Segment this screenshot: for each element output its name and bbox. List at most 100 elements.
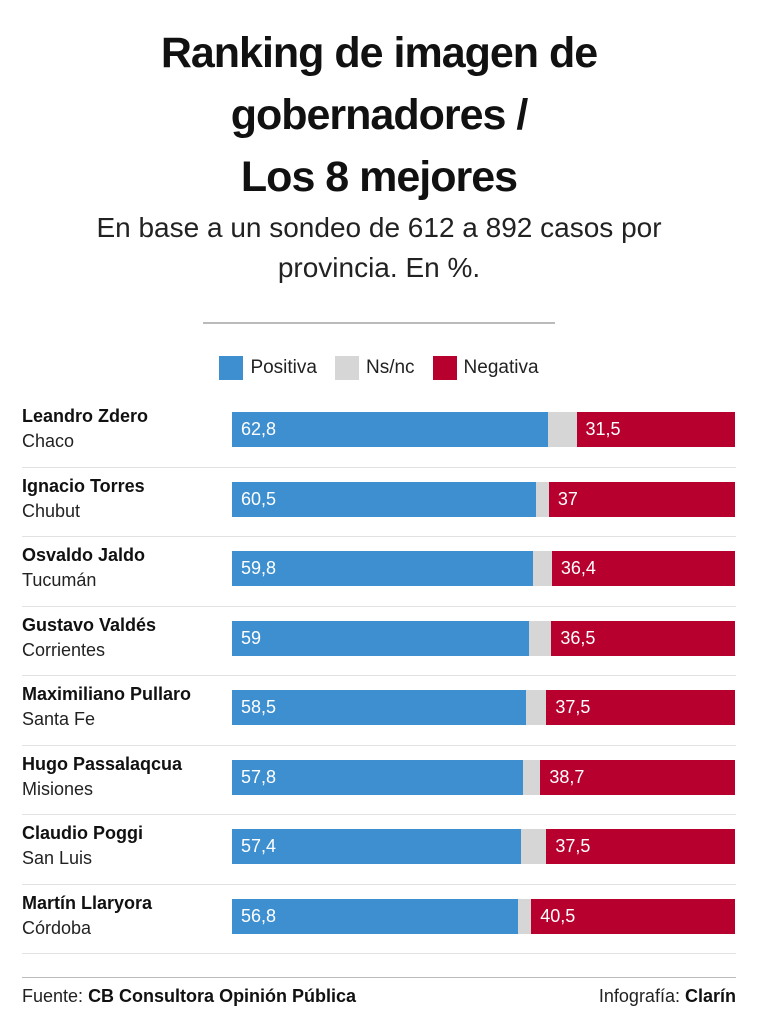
province-name: San Luis [22, 848, 93, 868]
chart-title: Ranking de imagen de gobernadores / Los … [0, 22, 758, 208]
bar-segment-negativa: 37,5 [546, 829, 735, 864]
bar-segment-negativa: 36,5 [551, 620, 735, 656]
stacked-bar: 59,8 36,4 [232, 551, 735, 586]
province-name: Córdoba [22, 917, 92, 938]
data-label-negativa: 36,4 [560, 558, 596, 578]
credit-prefix: Infografía: [598, 986, 680, 1006]
legend-item-negativa: Negativa [432, 356, 539, 380]
governor-name: Hugo Passalaqcua [22, 753, 183, 774]
data-label-negativa: 38,7 [549, 766, 585, 787]
bar-segment-positiva: 56,8 [232, 898, 518, 934]
bar-segment-positiva: 57,4 [232, 829, 521, 864]
bar-segment-negativa: 36,4 [551, 551, 735, 586]
row-divider [22, 536, 736, 537]
stacked-bar: 57,8 38,7 [232, 759, 735, 795]
bar-segment-positiva: 59 [232, 620, 529, 656]
data-label-positiva: 59 [241, 627, 262, 648]
chart-row: Claudio Poggi San Luis 57,4 37,5 [0, 815, 758, 885]
bar-segment-positiva: 59,8 [232, 551, 533, 586]
bar-segment-nsnc [532, 551, 552, 586]
stacked-bar: 57,4 37,5 [232, 829, 735, 864]
province-name: Misiones [22, 778, 94, 799]
title-divider [203, 322, 555, 324]
footer: Fuente: CB Consultora Opinión Pública In… [22, 986, 736, 1007]
footer-source: Fuente: CB Consultora Opinión Pública [22, 986, 356, 1007]
bar-segment-nsnc [520, 829, 547, 864]
data-label-positiva: 60,5 [241, 488, 277, 509]
bar-segment-nsnc [547, 412, 577, 447]
province-name: Chaco [22, 431, 75, 451]
legend-label-negativa: Negativa [463, 357, 539, 378]
bar-segment-negativa: 37 [548, 481, 735, 517]
legend-item-nsnc: Ns/nc [334, 356, 415, 380]
bar-segment-negativa: 40,5 [531, 898, 735, 934]
bar-segment-nsnc [528, 620, 552, 656]
governor-name: Leandro Zdero [22, 406, 149, 426]
legend-item-positiva: Positiva [219, 356, 317, 380]
source-prefix: Fuente: [22, 986, 84, 1006]
province-name: Corrientes [22, 639, 106, 660]
data-label-negativa: 37,5 [555, 836, 591, 856]
subtitle-line-2: provincia. En %. [277, 252, 481, 283]
data-label-negativa: 37,5 [555, 697, 591, 717]
chart-row: Osvaldo Jaldo Tucumán 59,8 36,4 [0, 537, 758, 607]
legend-swatch-positiva [219, 356, 244, 380]
data-label-negativa: 40,5 [540, 905, 576, 926]
chart-row: Martín Llaryora Córdoba 56,8 40,5 [0, 885, 758, 954]
data-label-positiva: 58,5 [241, 697, 277, 717]
row-divider [22, 814, 736, 815]
row-divider [22, 953, 736, 954]
footer-divider [22, 977, 736, 978]
source-name: CB Consultora Opinión Pública [88, 986, 357, 1006]
row-divider [22, 675, 736, 676]
governor-name: Osvaldo Jaldo [22, 545, 146, 565]
province-name: Chubut [22, 500, 81, 521]
province-name: Tucumán [22, 570, 97, 590]
governor-name: Gustavo Valdés [22, 614, 157, 635]
governor-name: Ignacio Torres [22, 475, 145, 496]
province-name: Santa Fe [22, 709, 96, 729]
data-label-positiva: 57,8 [241, 766, 277, 787]
row-divider [22, 744, 736, 746]
data-label-positiva: 56,8 [241, 905, 277, 926]
chart-row: Maximiliano Pullaro Santa Fe 58,5 37,5 [0, 676, 758, 746]
bar-segment-negativa: 37,5 [546, 690, 735, 725]
stacked-bar: 60,5 37 [232, 481, 735, 517]
legend-swatch-negativa [432, 356, 457, 380]
chart-legend: Positiva Ns/nc Negativa [0, 356, 758, 380]
chart-row: Hugo Passalaqcua Misiones 57,8 38,7 [0, 746, 758, 815]
data-label-negativa: 36,5 [560, 627, 596, 648]
bar-segment-negativa: 31,5 [576, 412, 735, 447]
governor-name: Claudio Poggi [22, 823, 143, 843]
bar-segment-positiva: 62,8 [232, 412, 548, 447]
stacked-bar: 58,5 37,5 [232, 690, 735, 725]
data-label-negativa: 31,5 [585, 419, 621, 439]
row-divider [22, 466, 736, 468]
bar-segment-positiva: 58,5 [232, 690, 527, 725]
row-divider [22, 883, 736, 885]
bar-segment-nsnc [517, 898, 532, 934]
bar-segment-nsnc [536, 481, 549, 517]
title-line-3: Los 8 mejores [240, 153, 518, 201]
chart-row: Leandro Zdero Chaco 62,8 31,5 [0, 398, 758, 468]
legend-label-nsnc: Ns/nc [365, 357, 415, 378]
stacked-bar: 59 36,5 [232, 620, 735, 656]
stacked-bar: 56,8 40,5 [232, 898, 735, 934]
chart-row: Gustavo Valdés Corrientes 59 36,5 [0, 607, 758, 676]
data-label-negativa: 37 [557, 488, 578, 509]
title-line-2: gobernadores / [230, 91, 529, 139]
chart-row: Ignacio Torres Chubut 60,5 37 [0, 468, 758, 537]
bar-segment-positiva: 60,5 [232, 481, 537, 517]
bar-segment-nsnc [522, 759, 541, 795]
data-label-positiva: 62,8 [241, 419, 277, 439]
bar-segment-positiva: 57,8 [232, 759, 523, 795]
chart-rows: Leandro Zdero Chaco 62,8 31,5 Ignacio Torres… [0, 398, 758, 954]
bar-segment-nsnc [526, 690, 547, 725]
row-divider [22, 605, 736, 607]
footer-credit: Infografía: Clarín [599, 986, 736, 1007]
stacked-bar: 62,8 31,5 [232, 412, 735, 447]
data-label-positiva: 59,8 [241, 558, 277, 578]
subtitle-line-1: En base a un sondeo de 612 a 892 casos p… [96, 212, 662, 243]
governor-name: Maximiliano Pullaro [22, 684, 192, 704]
legend-label-positiva: Positiva [250, 357, 317, 378]
